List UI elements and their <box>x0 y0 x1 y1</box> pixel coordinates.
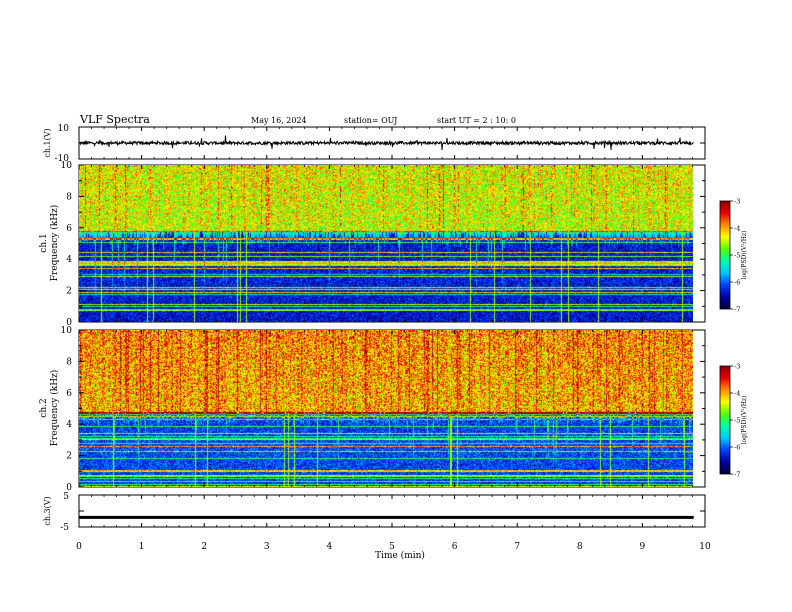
ch1-spectrogram-holder <box>79 165 693 322</box>
ch1-waveform-line <box>78 135 694 151</box>
x-tick-label: 6 <box>452 542 458 552</box>
ch2-colorbar: -3 -4 -5 -6 -7 log(PSD)(V²/Hz) <box>719 363 748 479</box>
ch2-ytick-label: 0 <box>66 483 72 493</box>
x-tick-label: 1 <box>139 542 145 552</box>
ch3-waveform-frame <box>78 494 706 528</box>
ch2-ytick-label: 6 <box>66 389 72 399</box>
ch1-waveform-panel: 10 -10 ch.1(V) <box>43 124 706 164</box>
ch2-ytick-label: 8 <box>66 357 72 367</box>
time-axis: 0 1 2 3 4 5 6 7 8 9 10 <box>76 127 711 552</box>
ch1-ytick-label: 6 <box>66 224 72 234</box>
ch1-spectrogram-yticks: 0 2 4 6 8 10 <box>61 161 705 328</box>
ch1-spectrogram-ylabel-frequency: Frequency (kHz) <box>49 205 60 282</box>
colorbar-tick-label: -4 <box>734 390 740 398</box>
x-axis-label: Time (min) <box>375 550 425 561</box>
colorbar-tick-label: -6 <box>734 444 740 452</box>
ch1-colorbar: -3 -4 -5 -6 -7 log(PSD)(V²/Hz) <box>719 198 748 314</box>
ch1-spectrogram-heatmap <box>79 165 693 322</box>
ch2-spectrogram-holder <box>79 330 693 487</box>
x-tick-label: 5 <box>389 542 395 552</box>
ch3-waveform-ticks <box>79 494 705 528</box>
figure-title: VLF Spectra <box>79 113 150 126</box>
colorbar-tick-label: -4 <box>734 225 740 233</box>
colorbar-bar <box>719 200 731 310</box>
x-tick-label: 0 <box>76 542 82 552</box>
ch1-waveform-ticks <box>79 126 705 160</box>
x-tick-label: 2 <box>201 542 207 552</box>
x-tick-label: 9 <box>640 542 646 552</box>
colorbar-tick-label: -7 <box>734 471 740 479</box>
header-station: station= OUJ <box>344 116 397 125</box>
ch2-ytick-label: 4 <box>66 420 72 430</box>
ch1-ytick-label: 8 <box>66 192 72 202</box>
x-tick-label: 10 <box>699 542 711 552</box>
colorbar-tick-label: -6 <box>734 279 740 287</box>
colorbar-tick-label: -5 <box>734 417 740 425</box>
colorbar-tick-label: -3 <box>734 363 740 371</box>
x-tick-label: 8 <box>577 542 583 552</box>
ch1-waveform-ylabel: ch.1(V) <box>43 128 52 157</box>
ch3-ytick-top: 5 <box>63 492 69 502</box>
ch2-spectrogram-ylabel-frequency: Frequency (kHz) <box>49 370 60 447</box>
colorbar-label: log(PSD)(V²/Hz) <box>741 231 748 280</box>
ch2-ytick-label: 10 <box>61 326 73 336</box>
ch2-ytick-label: 2 <box>66 452 72 462</box>
colorbar-tick-label: -3 <box>734 198 740 206</box>
ch2-spectrogram-panel: 0 2 4 6 8 10 ch.2 Frequency (kHz) -3 -4 -5 -6 -7 l… <box>39 326 748 493</box>
x-tick-label: 3 <box>264 542 270 552</box>
ch1-ytick-top: 10 <box>58 124 70 134</box>
ch1-ytick-bottom: -10 <box>55 154 70 164</box>
x-tick-label: 7 <box>514 542 520 552</box>
header-date: May 16, 2024 <box>251 116 307 125</box>
ch1-ytick-label: 4 <box>66 255 72 265</box>
ch1-ytick-label: 0 <box>66 318 72 328</box>
ch2-spectrogram-yticks: 0 2 4 6 8 10 <box>61 326 705 493</box>
colorbar-bar <box>719 365 731 475</box>
ch2-spectrogram-heatmap <box>79 330 693 487</box>
colorbar-label: log(PSD)(V²/Hz) <box>741 396 748 445</box>
ch2-spectrogram-ylabel-channel: ch.2 <box>39 398 49 417</box>
ch3-waveform-ylabel: ch.3(V) <box>43 496 52 525</box>
ch1-spectrogram-ylabel-channel: ch.1 <box>39 233 49 252</box>
colorbar-tick-label: -5 <box>734 252 740 260</box>
ch1-ytick-label: 10 <box>61 161 73 171</box>
ch3-ytick-bottom: -5 <box>60 523 69 533</box>
colorbar-tick-label: -7 <box>734 306 740 314</box>
ch3-waveform-panel: 5 -5 ch.3(V) <box>43 492 706 533</box>
ch3-waveform-line <box>79 515 694 519</box>
x-tick-label: 4 <box>327 542 333 552</box>
ch1-spectrogram-panel: 0 2 4 6 8 10 ch.1 Frequency (kHz) -3 -4 -5 -6 -7 l… <box>39 161 748 328</box>
header-start-time: start UT = 2 : 10: 0 <box>437 116 516 125</box>
ch1-ytick-label: 2 <box>66 287 72 297</box>
